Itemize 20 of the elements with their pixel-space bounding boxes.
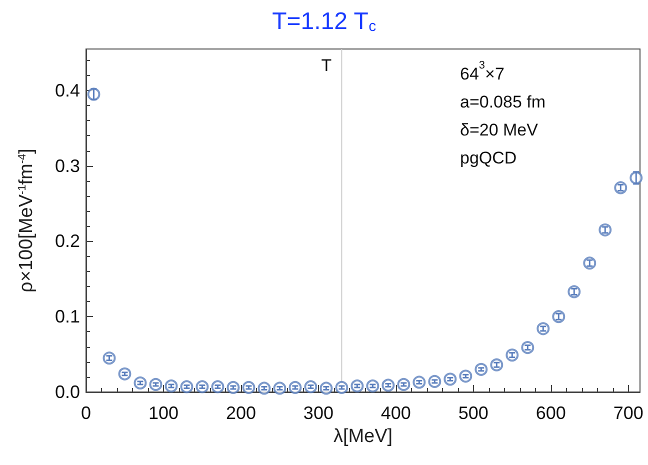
ref-line-label: T <box>321 56 332 75</box>
y-tick-label: 0.1 <box>54 306 80 327</box>
x-tick-label: 100 <box>148 403 179 423</box>
x-tick-label: 700 <box>613 403 644 423</box>
annotation: a=0.085 fm <box>460 92 546 112</box>
x-axis-title: λ[MeV] <box>333 426 393 447</box>
x-tick-label: 600 <box>536 403 566 423</box>
y-tick-label: 0.4 <box>54 80 80 100</box>
y-tick-label: 0.3 <box>54 156 80 176</box>
x-tick-label: 300 <box>303 403 334 423</box>
chart-title: T=1.12 Tc <box>272 8 377 35</box>
x-tick-label: 500 <box>458 403 488 423</box>
x-tick-label: 200 <box>226 403 256 423</box>
y-tick-label: 0.0 <box>54 382 80 402</box>
annotation: δ=20 MeV <box>460 120 539 140</box>
x-tick-label: 0 <box>80 403 92 423</box>
annotation: pgQCD <box>460 148 517 168</box>
y-tick-label: 0.2 <box>54 231 80 252</box>
y-axis-title: ρ×100[MeV-1fm-4] <box>16 148 37 292</box>
x-tick-label: 400 <box>380 403 411 423</box>
